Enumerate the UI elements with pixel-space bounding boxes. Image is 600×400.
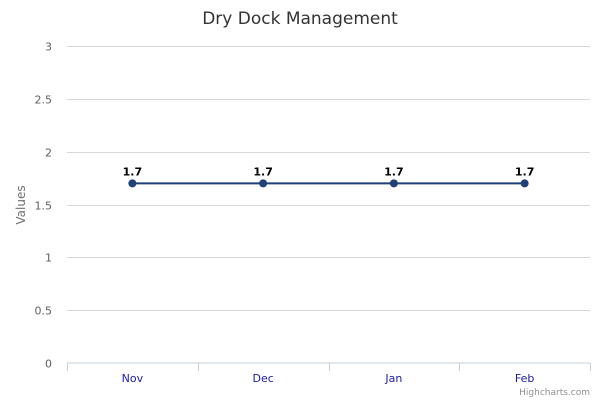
y-tick-label: 3 bbox=[45, 41, 52, 54]
y-tick-label: 0.5 bbox=[35, 305, 53, 318]
data-label: 1.7 bbox=[253, 165, 273, 178]
credits-link[interactable]: Highcharts.com bbox=[519, 388, 590, 398]
data-label: 1.7 bbox=[384, 165, 404, 178]
series-points[interactable] bbox=[128, 179, 529, 188]
data-point[interactable] bbox=[520, 179, 529, 188]
y-tick-label: 1 bbox=[45, 252, 52, 265]
data-point[interactable] bbox=[128, 179, 137, 188]
y-axis-label: Values bbox=[14, 185, 28, 224]
x-axis-ticks: Nov Dec Jan Feb bbox=[67, 363, 591, 385]
data-point[interactable] bbox=[389, 179, 398, 188]
data-label: 1.7 bbox=[515, 165, 535, 178]
y-tick-label: 2.5 bbox=[35, 94, 53, 107]
chart-title: Dry Dock Management bbox=[202, 9, 398, 29]
data-labels: 1.7 1.7 1.7 1.7 bbox=[123, 165, 535, 178]
y-axis-ticks: 0 0.5 1 1.5 2 2.5 3 bbox=[35, 41, 53, 371]
x-tick-label: Dec bbox=[252, 372, 273, 385]
y-tick-label: 1.5 bbox=[35, 200, 53, 213]
data-point[interactable] bbox=[259, 179, 268, 188]
y-tick-label: 2 bbox=[45, 147, 52, 160]
x-tick-label: Feb bbox=[515, 372, 534, 385]
y-tick-label: 0 bbox=[45, 358, 52, 371]
data-label: 1.7 bbox=[123, 165, 143, 178]
x-tick-label: Jan bbox=[384, 372, 402, 385]
gridlines bbox=[67, 46, 590, 311]
x-tick-label: Nov bbox=[122, 372, 144, 385]
